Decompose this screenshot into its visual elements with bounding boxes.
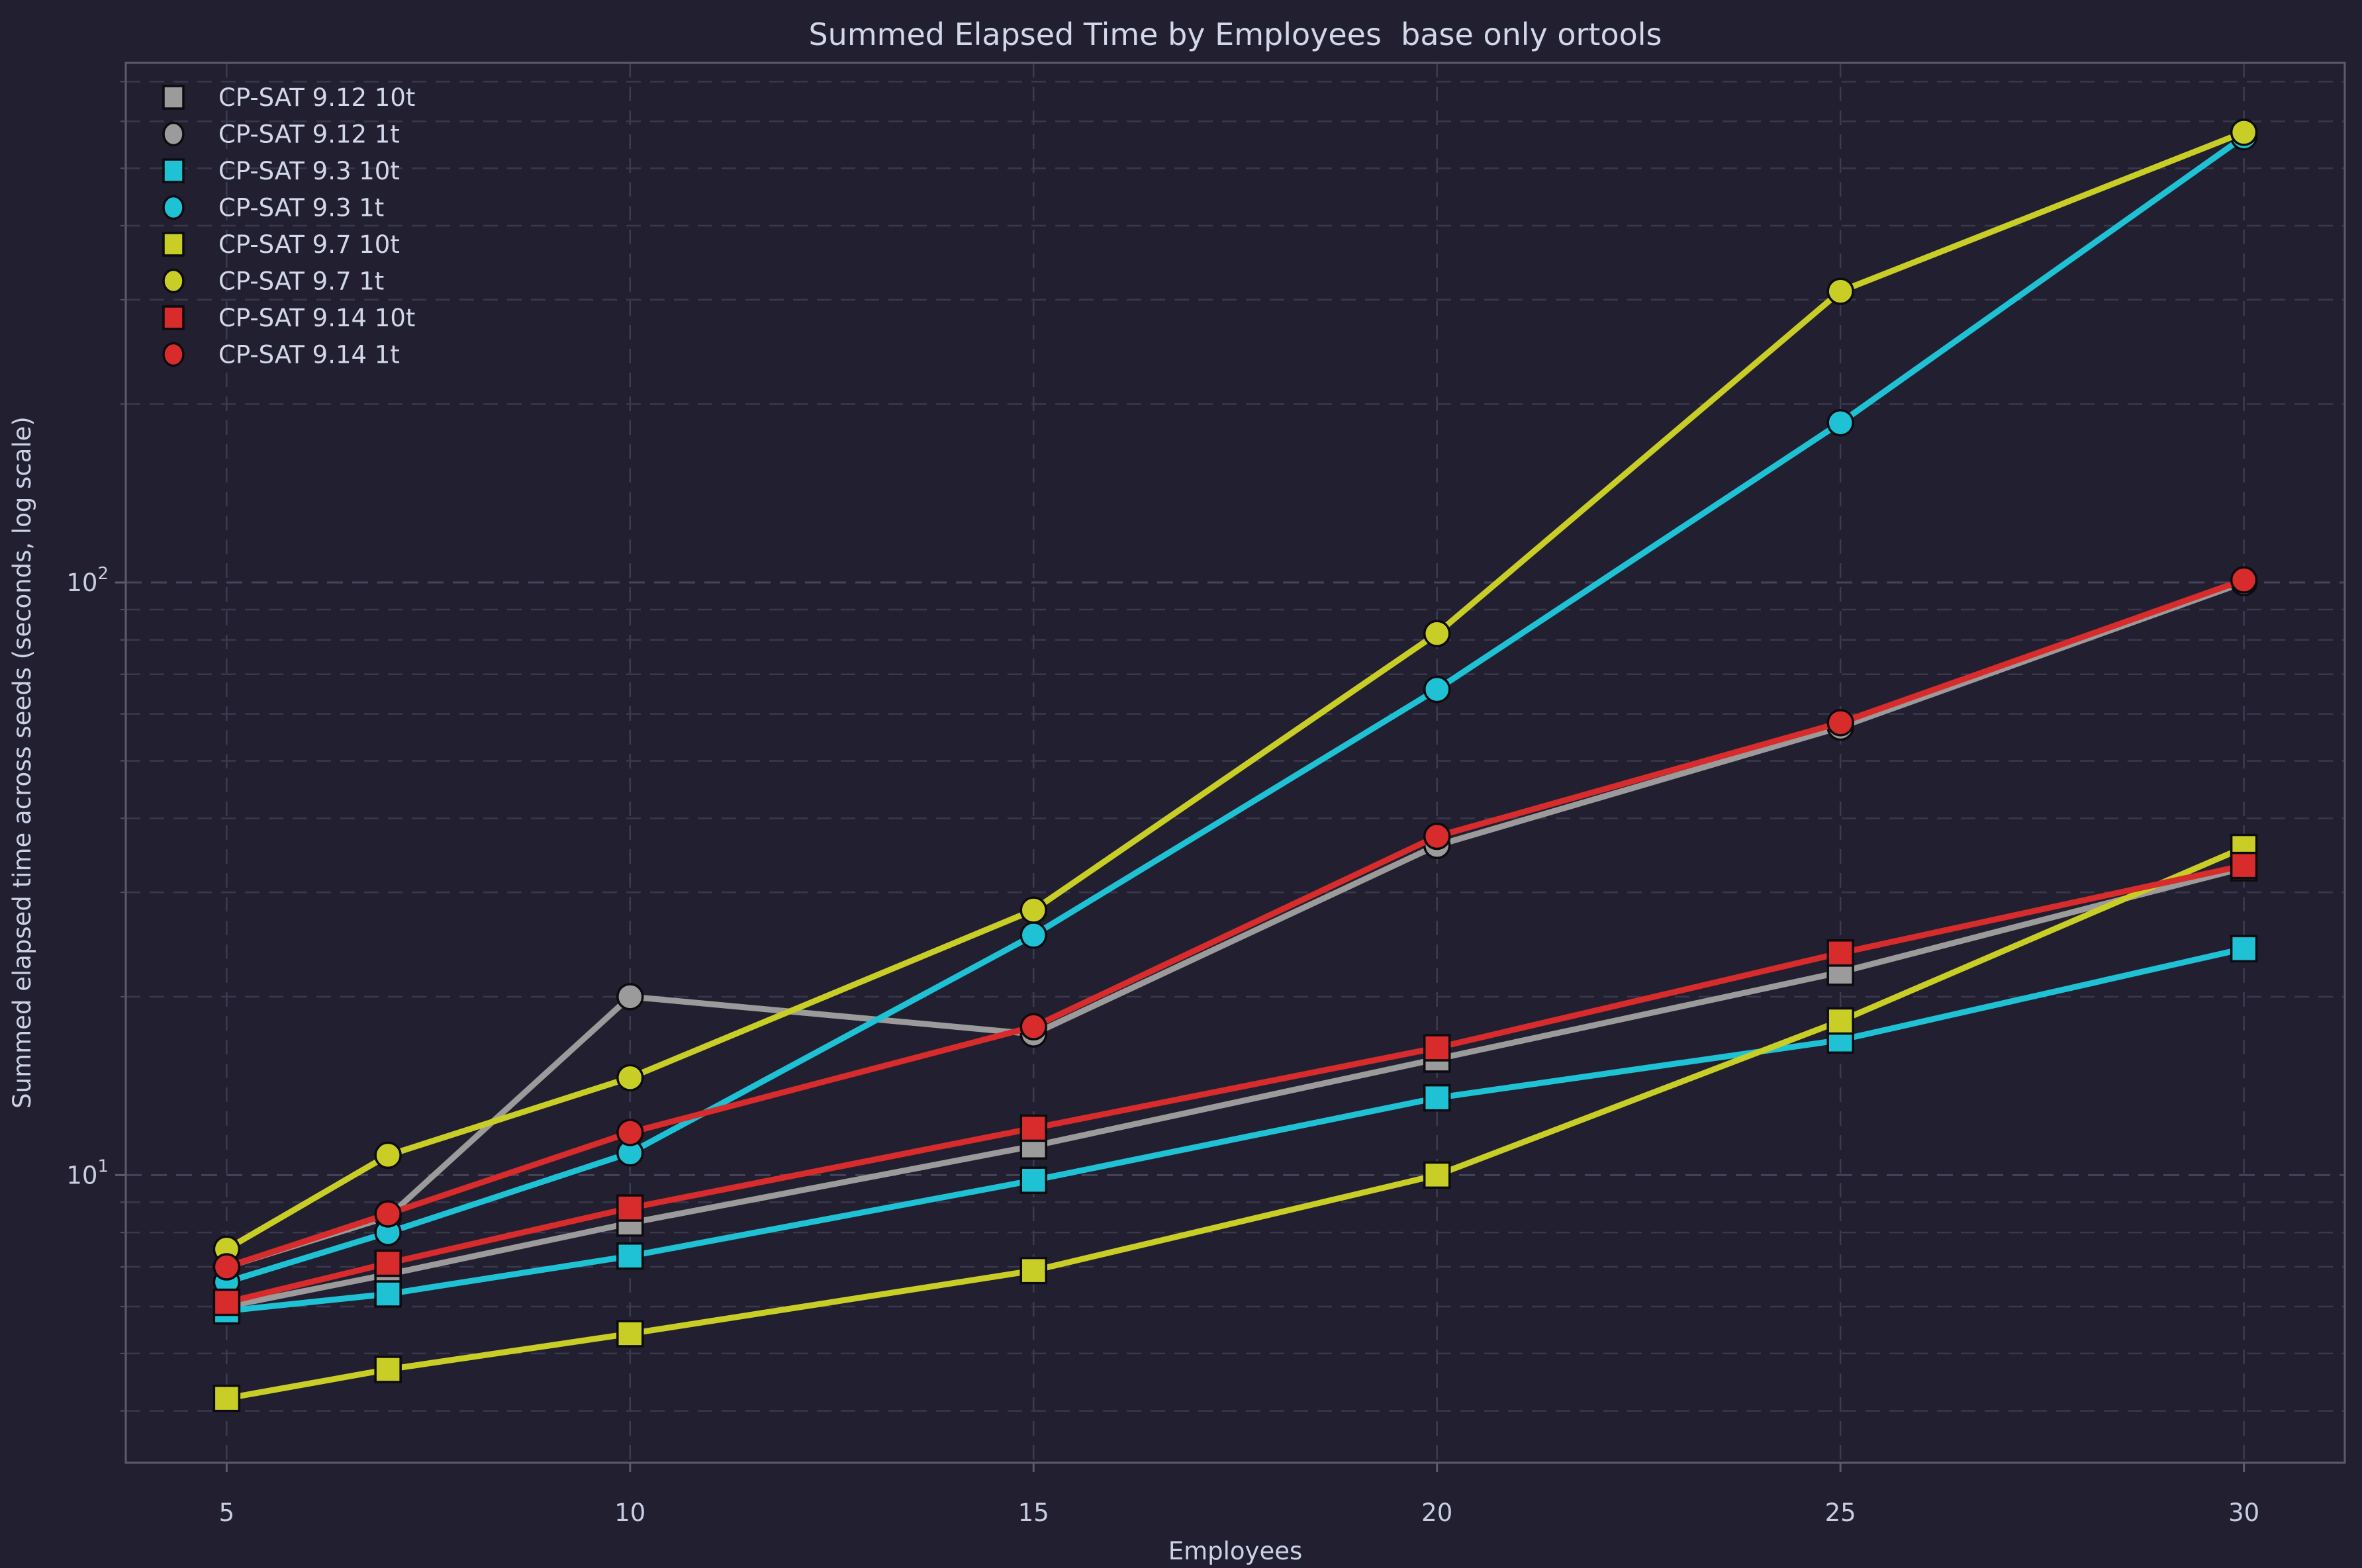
legend-item-label: CP-SAT 9.7 1t: [218, 267, 384, 296]
data-point-circle: [1019, 1013, 1048, 1040]
data-point-square: [1423, 1034, 1451, 1062]
data-point-circle: [1826, 277, 1854, 305]
data-point-square: [374, 1356, 402, 1383]
legend-item-label: CP-SAT 9.3 10t: [218, 157, 400, 185]
legend-item-label: CP-SAT 9.14 10t: [218, 304, 415, 332]
data-point-circle: [1423, 620, 1451, 647]
plot-border: [124, 62, 2346, 1464]
data-point-square: [2230, 935, 2258, 963]
data-point-square: [616, 1320, 644, 1348]
series-CP-SAT-9-14-10t: [213, 851, 2258, 1316]
data-point-square: [374, 1280, 402, 1308]
legend-item-CP-SAT-9-14-10t: CP-SAT 9.14 10t: [162, 304, 415, 332]
series-CP-SAT-9-7-1t: [213, 118, 2258, 1263]
series-CP-SAT-9-3-10t: [213, 935, 2258, 1325]
data-point-circle: [1423, 822, 1451, 851]
legend-item-label: CP-SAT 9.12 1t: [218, 120, 400, 149]
legend-marker-circle: [162, 195, 185, 220]
data-point-square: [616, 1242, 644, 1270]
legend-marker-square: [162, 158, 185, 183]
data-point-square: [2230, 851, 2258, 880]
data-point-square: [1019, 1166, 1048, 1194]
legend-item-label: CP-SAT 9.14 1t: [218, 341, 400, 369]
x-tick-label: 30: [2228, 1499, 2259, 1527]
y-tick-label: 102: [66, 564, 109, 597]
data-point-circle: [213, 1253, 241, 1281]
series-layer: [213, 118, 2258, 1412]
data-point-circle: [2230, 566, 2258, 594]
legend-item-CP-SAT-9-14-1t: CP-SAT 9.14 1t: [162, 341, 400, 369]
data-point-circle: [1423, 675, 1451, 704]
legend-item-label: CP-SAT 9.12 10t: [218, 83, 415, 112]
data-point-circle: [1826, 408, 1854, 437]
legend-item-CP-SAT-9-7-1t: CP-SAT 9.7 1t: [162, 267, 384, 296]
data-point-square: [1019, 1256, 1048, 1285]
legend-marker-circle: [162, 268, 185, 294]
data-point-circle: [1019, 896, 1048, 924]
data-point-square: [213, 1288, 241, 1316]
x-tick-label: 10: [614, 1499, 645, 1527]
data-point-circle: [616, 983, 644, 1011]
tick-layer: 5 10 15 20 25 30 101 102: [66, 81, 2259, 1527]
data-point-square: [1826, 1007, 1854, 1035]
data-point-circle: [616, 1119, 644, 1146]
data-point-square: [616, 1194, 644, 1222]
grid-layer: [126, 63, 2345, 1463]
data-point-square: [1019, 1114, 1048, 1142]
legend-item-CP-SAT-9-12-10t: CP-SAT 9.12 10t: [162, 83, 415, 112]
y-axis-label: Summed elapsed time across seeds (second…: [8, 416, 36, 1109]
legend-marker-square: [162, 305, 185, 330]
x-tick-label: 25: [1825, 1499, 1856, 1527]
x-tick-label: 5: [219, 1499, 235, 1527]
data-point-circle: [2230, 118, 2258, 146]
data-point-circle: [616, 1064, 644, 1091]
data-point-circle: [1826, 709, 1854, 737]
data-point-circle: [374, 1200, 402, 1228]
series-CP-SAT-9-7-10t: [213, 833, 2258, 1412]
data-point-square: [374, 1249, 402, 1277]
data-point-square: [213, 1384, 241, 1412]
data-point-square: [1423, 1161, 1451, 1189]
x-tick-label: 20: [1421, 1499, 1452, 1527]
y-tick-label: 101: [66, 1156, 109, 1189]
legend-marker-square: [162, 85, 185, 110]
legend-marker-circle: [162, 342, 185, 367]
data-point-square: [1423, 1084, 1451, 1112]
legend-item-CP-SAT-9-3-10t: CP-SAT 9.3 10t: [162, 157, 400, 185]
legend: CP-SAT 9.12 10t CP-SAT 9.12 1t CP-SAT 9.3 …: [162, 83, 415, 369]
legend-marker-square: [162, 232, 185, 257]
data-point-square: [1019, 1132, 1048, 1160]
data-point-square: [1826, 939, 1854, 967]
series-CP-SAT-9-14-1t: [213, 566, 2258, 1281]
legend-item-CP-SAT-9-7-10t: CP-SAT 9.7 10t: [162, 230, 400, 259]
x-tick-label: 15: [1018, 1499, 1049, 1527]
data-point-circle: [1019, 921, 1048, 949]
legend-item-CP-SAT-9-3-1t: CP-SAT 9.3 1t: [162, 194, 384, 222]
legend-item-CP-SAT-9-12-1t: CP-SAT 9.12 1t: [162, 120, 400, 149]
chart-title: Summed Elapsed Time by Employees base on…: [808, 17, 1662, 52]
legend-item-label: CP-SAT 9.7 10t: [218, 230, 400, 259]
x-axis-label: Employees: [1168, 1537, 1303, 1565]
data-point-circle: [374, 1141, 402, 1170]
legend-marker-circle: [162, 121, 185, 147]
legend-item-label: CP-SAT 9.3 1t: [218, 194, 384, 222]
